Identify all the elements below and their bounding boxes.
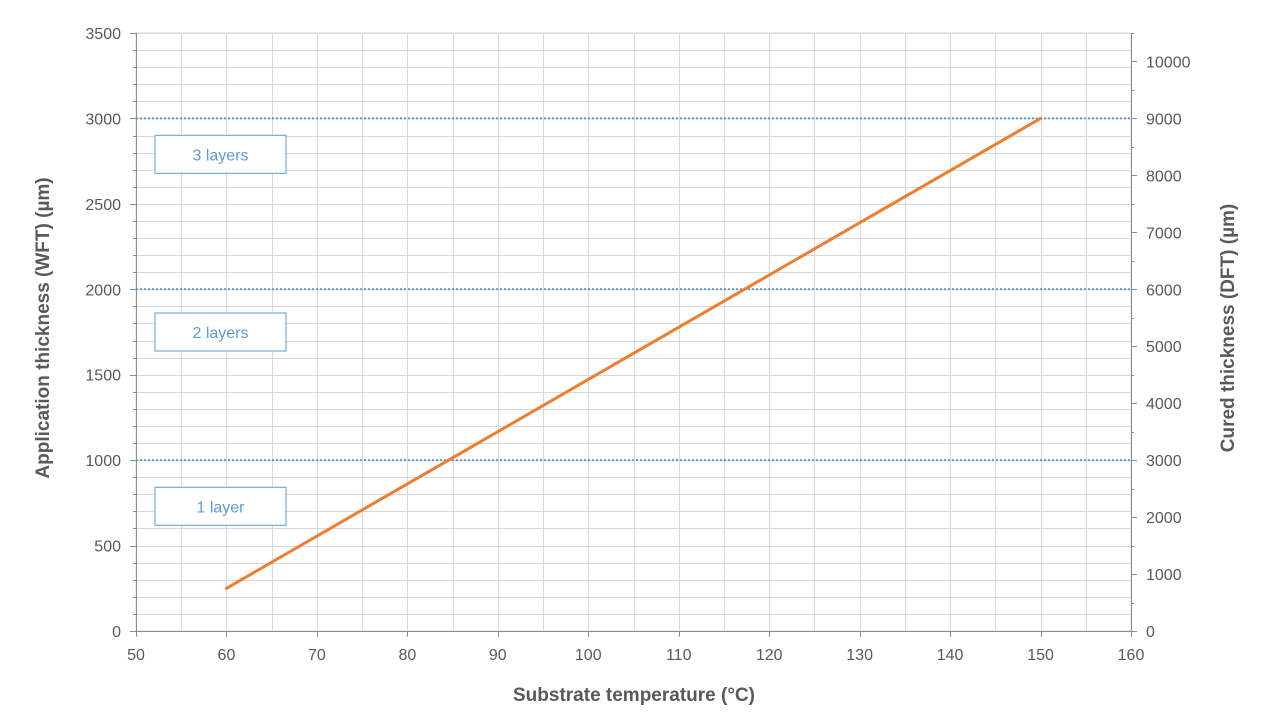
x-tick-label: 160 [1118,647,1145,664]
y2-tick-label: 2000 [1146,510,1182,527]
series-line [225,116,1042,590]
x-tick-label: 150 [1027,647,1054,664]
y-axis-title: Application thickness (WFT) (µm) [33,177,54,478]
layer-label-box [154,486,287,526]
y2-tick-label: 3000 [1146,453,1182,470]
y2-tick-label: 7000 [1146,225,1182,242]
layer-label-box [154,312,287,352]
layer-label: 2 layers [192,325,248,342]
y2-tick-label: 10000 [1146,54,1191,71]
x-tick-label: 130 [846,647,873,664]
y2-tick-label: 8000 [1146,168,1182,185]
x-tick-label: 110 [666,647,692,664]
y2-tick-label: 4000 [1146,396,1182,413]
data-series [225,116,1042,590]
y2-tick-label: 1000 [1146,567,1182,584]
x-tick-label: 100 [575,647,602,664]
y-tick-label: 2500 [85,197,121,214]
y2-tick-label: 9000 [1146,111,1182,128]
y-tick-label: 0 [112,624,121,641]
plot-area [135,32,1132,632]
y-tick-label: 1500 [85,368,121,385]
x-tick-label: 50 [127,647,145,664]
y-tick-label: 2000 [85,282,121,299]
layer-label: 1 layer [196,499,245,516]
grid-lines [135,32,1132,632]
y2-axis-title: Cured thickness (DFT) (µm) [1218,204,1239,452]
tick-labels: 0 500 1000 1500 2000 2500 3000 3500 0 1000 2000 300… [85,26,1190,664]
x-axis-title: Substrate temperature (°C) [513,685,755,706]
y2-tick-label: 5000 [1146,339,1182,356]
y-tick-label: 1000 [85,453,121,470]
x-tick-label: 70 [308,647,326,664]
y-tick-label: 3000 [85,111,121,128]
y2-tick-label: 0 [1146,624,1155,641]
layer-label: 3 layers [192,147,248,164]
y2-tick-label: 6000 [1146,282,1182,299]
x-tick-label: 90 [489,647,507,664]
layer-label-box [154,134,287,174]
x-tick-label: 140 [937,647,964,664]
reference-lines [136,117,1131,462]
x-tick-label: 80 [398,647,416,664]
axes [130,33,1137,637]
x-tick-label: 120 [756,647,783,664]
y-tick-label: 500 [94,539,121,556]
y-tick-label: 3500 [85,26,121,43]
x-tick-label: 60 [218,647,236,664]
layer-labels: 1 layer 2 layers 3 layers [154,134,287,526]
